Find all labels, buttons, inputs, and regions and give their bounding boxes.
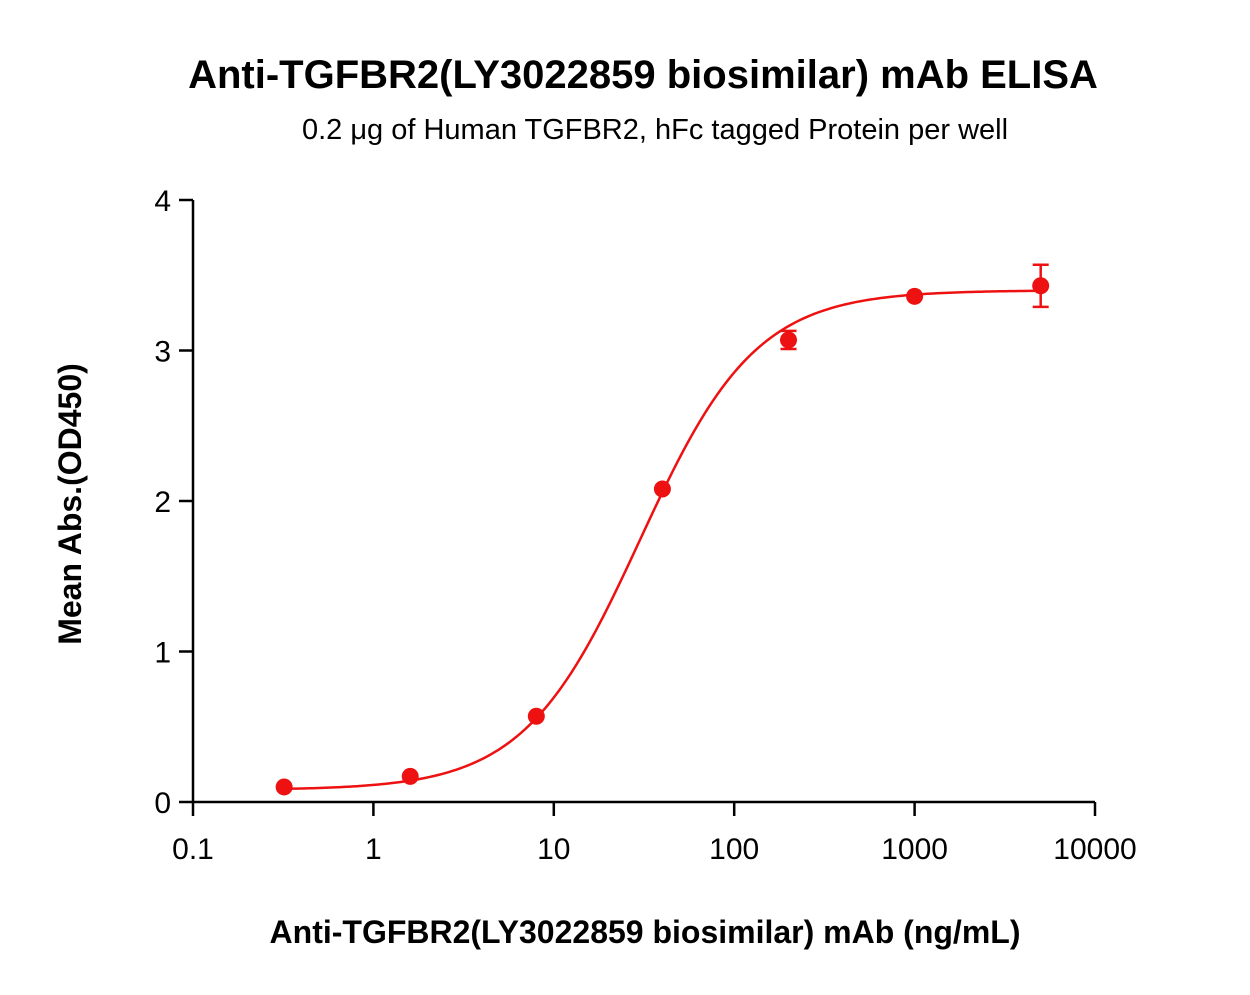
- y-tick-label-2: 2: [154, 486, 171, 519]
- x-tick-label-1000: 1000: [881, 833, 948, 866]
- x-axis-label: Anti-TGFBR2(LY3022859 biosimilar) mAb (n…: [270, 914, 1021, 950]
- x-tick-label-100: 100: [709, 833, 759, 866]
- y-ticks: 0 1 2 3 4: [154, 185, 193, 820]
- data-points: [275, 263, 1050, 796]
- x-tick-label-10: 10: [537, 833, 570, 866]
- x-tick-label-1: 1: [365, 833, 382, 866]
- data-point-1: [401, 767, 419, 785]
- y-tick-label-3: 3: [154, 336, 171, 369]
- data-point-6: [1032, 277, 1050, 295]
- plot-area: 0 1 2 3 4 0.1 1 10 100 1000 10000: [154, 185, 1136, 866]
- y-tick-label-4: 4: [154, 185, 171, 218]
- y-tick-label-0: 0: [154, 787, 171, 820]
- y-axis-label: Mean Abs.(OD450): [52, 363, 88, 645]
- fit-curve: [284, 289, 1041, 791]
- data-point-5: [906, 287, 924, 305]
- data-point-0: [275, 778, 293, 796]
- x-tick-label-10000: 10000: [1053, 833, 1136, 866]
- chart-subtitle: 0.2 μg of Human TGFBR2, hFc tagged Prote…: [302, 114, 1008, 146]
- x-tick-label-0.1: 0.1: [172, 833, 214, 866]
- data-point-2: [527, 707, 545, 725]
- data-point-3: [653, 480, 671, 498]
- data-point-4: [780, 331, 798, 349]
- y-tick-label-1: 1: [154, 637, 171, 670]
- x-ticks: 0.1 1 10 100 1000 10000: [172, 802, 1137, 866]
- chart-title: Anti-TGFBR2(LY3022859 biosimilar) mAb EL…: [188, 53, 1098, 97]
